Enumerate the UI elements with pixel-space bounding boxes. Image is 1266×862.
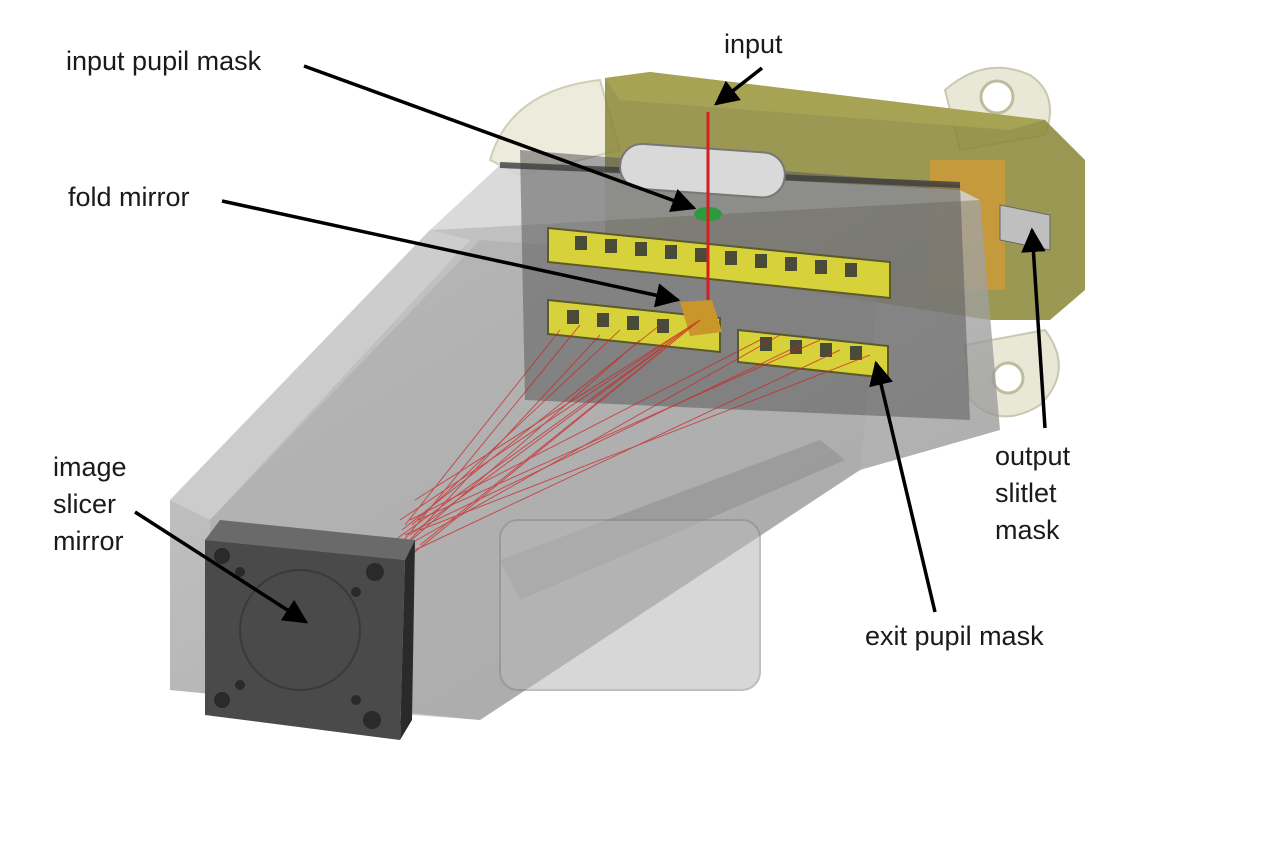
label-line: mirror [53, 526, 124, 556]
input-pupil-mask-label: input pupil mask [66, 46, 262, 76]
label-line: output [995, 441, 1071, 471]
label-line: image [53, 452, 127, 482]
exit-pupil-mask-leader [869, 360, 937, 613]
label-line: slitlet [995, 478, 1057, 508]
image-slicer-mirror-label: image slicer mirror [53, 449, 127, 560]
output-slitlet-leader [1021, 227, 1047, 429]
exit-pupil-mask-label: exit pupil mask [865, 621, 1044, 651]
input-label: input [724, 29, 783, 59]
image-slicer-block [205, 520, 415, 740]
input-leader [714, 66, 764, 106]
fold-mirror-label: fold mirror [68, 182, 190, 212]
image-slicer-leader [134, 510, 309, 624]
input-pupil-mask-leader [303, 64, 697, 212]
beam-fan [394, 319, 871, 561]
upper-pupil-mask [547, 226, 891, 300]
output-slitlet-mask-label: output slitlet mask [995, 438, 1070, 549]
label-line: mask [995, 515, 1060, 545]
leader-lines [134, 64, 1047, 624]
fold-mirror-leader [221, 199, 681, 308]
label-line: slicer [53, 489, 117, 519]
